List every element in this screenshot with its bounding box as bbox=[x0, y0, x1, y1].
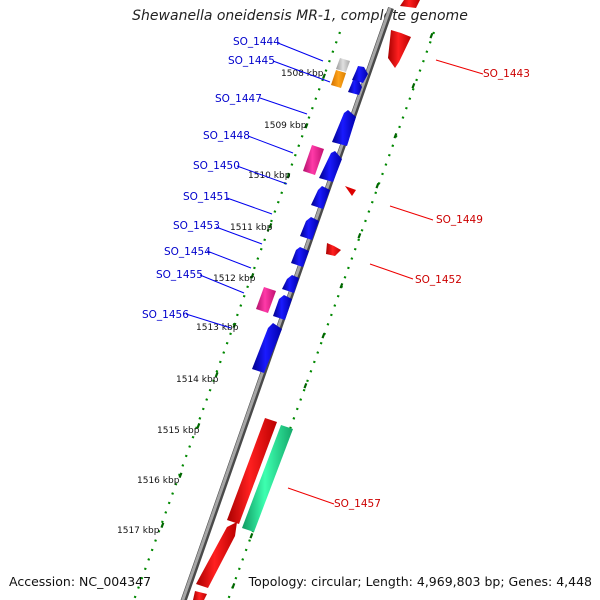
gene-so-1448 bbox=[303, 145, 324, 175]
gene-label-so-1444: SO_1444 bbox=[233, 36, 280, 48]
gene-so-1454 bbox=[291, 247, 309, 267]
gene-blue bbox=[273, 295, 292, 320]
topology-text: Topology: circular; Length: 4,969,803 bp… bbox=[248, 574, 592, 589]
gene-pink bbox=[256, 287, 276, 313]
gene-label-so-1456: SO_1456 bbox=[142, 309, 189, 321]
gene-label-so-1445: SO_1445 bbox=[228, 55, 275, 67]
gene-label-so-1447: SO_1447 bbox=[215, 93, 262, 105]
gene-so-1456 bbox=[252, 323, 282, 373]
kbp-label: 1514 kbp bbox=[176, 375, 219, 385]
gene-label-so-1450: SO_1450 bbox=[193, 160, 240, 172]
forward-gene-labels: SO_1443 SO_1449 SO_1452 SO_1457 bbox=[334, 68, 530, 510]
gene-so-1453 bbox=[300, 217, 319, 240]
kbp-label: 1511 kbp bbox=[230, 223, 273, 233]
gene-so-1445 bbox=[331, 70, 346, 88]
gene-label-so-1443: SO_1443 bbox=[483, 68, 530, 80]
gene-so-1450 bbox=[319, 151, 342, 182]
gene-blue-small bbox=[282, 275, 299, 293]
gene-blue-small bbox=[352, 66, 368, 83]
forward-strand-genes bbox=[242, 0, 420, 532]
gene-red-large bbox=[227, 418, 277, 524]
outer-major-ticks bbox=[160, 73, 326, 528]
gene-so-1444 bbox=[336, 58, 350, 72]
gene-red-top bbox=[400, 0, 420, 8]
reverse-strand-genes bbox=[193, 58, 368, 600]
gene-label-so-1457: SO_1457 bbox=[334, 498, 381, 510]
kbp-label: 1512 kbp bbox=[213, 274, 256, 284]
reverse-gene-labels: SO_1444 SO_1445 SO_1447 SO_1448 SO_1450 … bbox=[142, 36, 280, 321]
gene-so-1443 bbox=[388, 30, 411, 68]
gene-so-1457 bbox=[242, 425, 293, 532]
gene-red-large bbox=[196, 522, 237, 588]
gene-so-1447 bbox=[332, 110, 356, 146]
kbp-label: 1513 kbp bbox=[196, 323, 239, 333]
kbp-label: 1516 kbp bbox=[137, 476, 180, 486]
kbp-label: 1509 kbp bbox=[264, 121, 307, 131]
gene-label-so-1452: SO_1452 bbox=[415, 274, 462, 286]
kbp-label: 1508 kbp bbox=[281, 69, 324, 79]
gene-so-1449 bbox=[345, 186, 356, 196]
kbp-label: 1510 kbp bbox=[248, 171, 291, 181]
gene-label-so-1453: SO_1453 bbox=[173, 220, 220, 232]
reverse-label-leaders bbox=[185, 42, 331, 329]
accession-text: Accession: NC_004347 bbox=[9, 574, 152, 589]
inner-tick-ring bbox=[226, 31, 436, 600]
gene-label-so-1451: SO_1451 bbox=[183, 191, 230, 203]
forward-label-leaders bbox=[287, 59, 484, 505]
kbp-labels: 1508 kbp 1509 kbp 1510 kbp 1511 kbp 1512… bbox=[117, 69, 324, 536]
gene-blue-small bbox=[348, 80, 362, 95]
gene-label-so-1454: SO_1454 bbox=[164, 246, 211, 258]
gene-label-so-1448: SO_1448 bbox=[203, 130, 250, 142]
gene-so-1452 bbox=[326, 243, 341, 256]
gene-label-so-1455: SO_1455 bbox=[156, 269, 203, 281]
gene-red-large bbox=[193, 591, 207, 600]
kbp-label: 1515 kbp bbox=[157, 426, 200, 436]
kbp-label: 1517 kbp bbox=[117, 526, 160, 536]
gene-so-1451 bbox=[311, 186, 330, 209]
gene-label-so-1449: SO_1449 bbox=[436, 214, 483, 226]
